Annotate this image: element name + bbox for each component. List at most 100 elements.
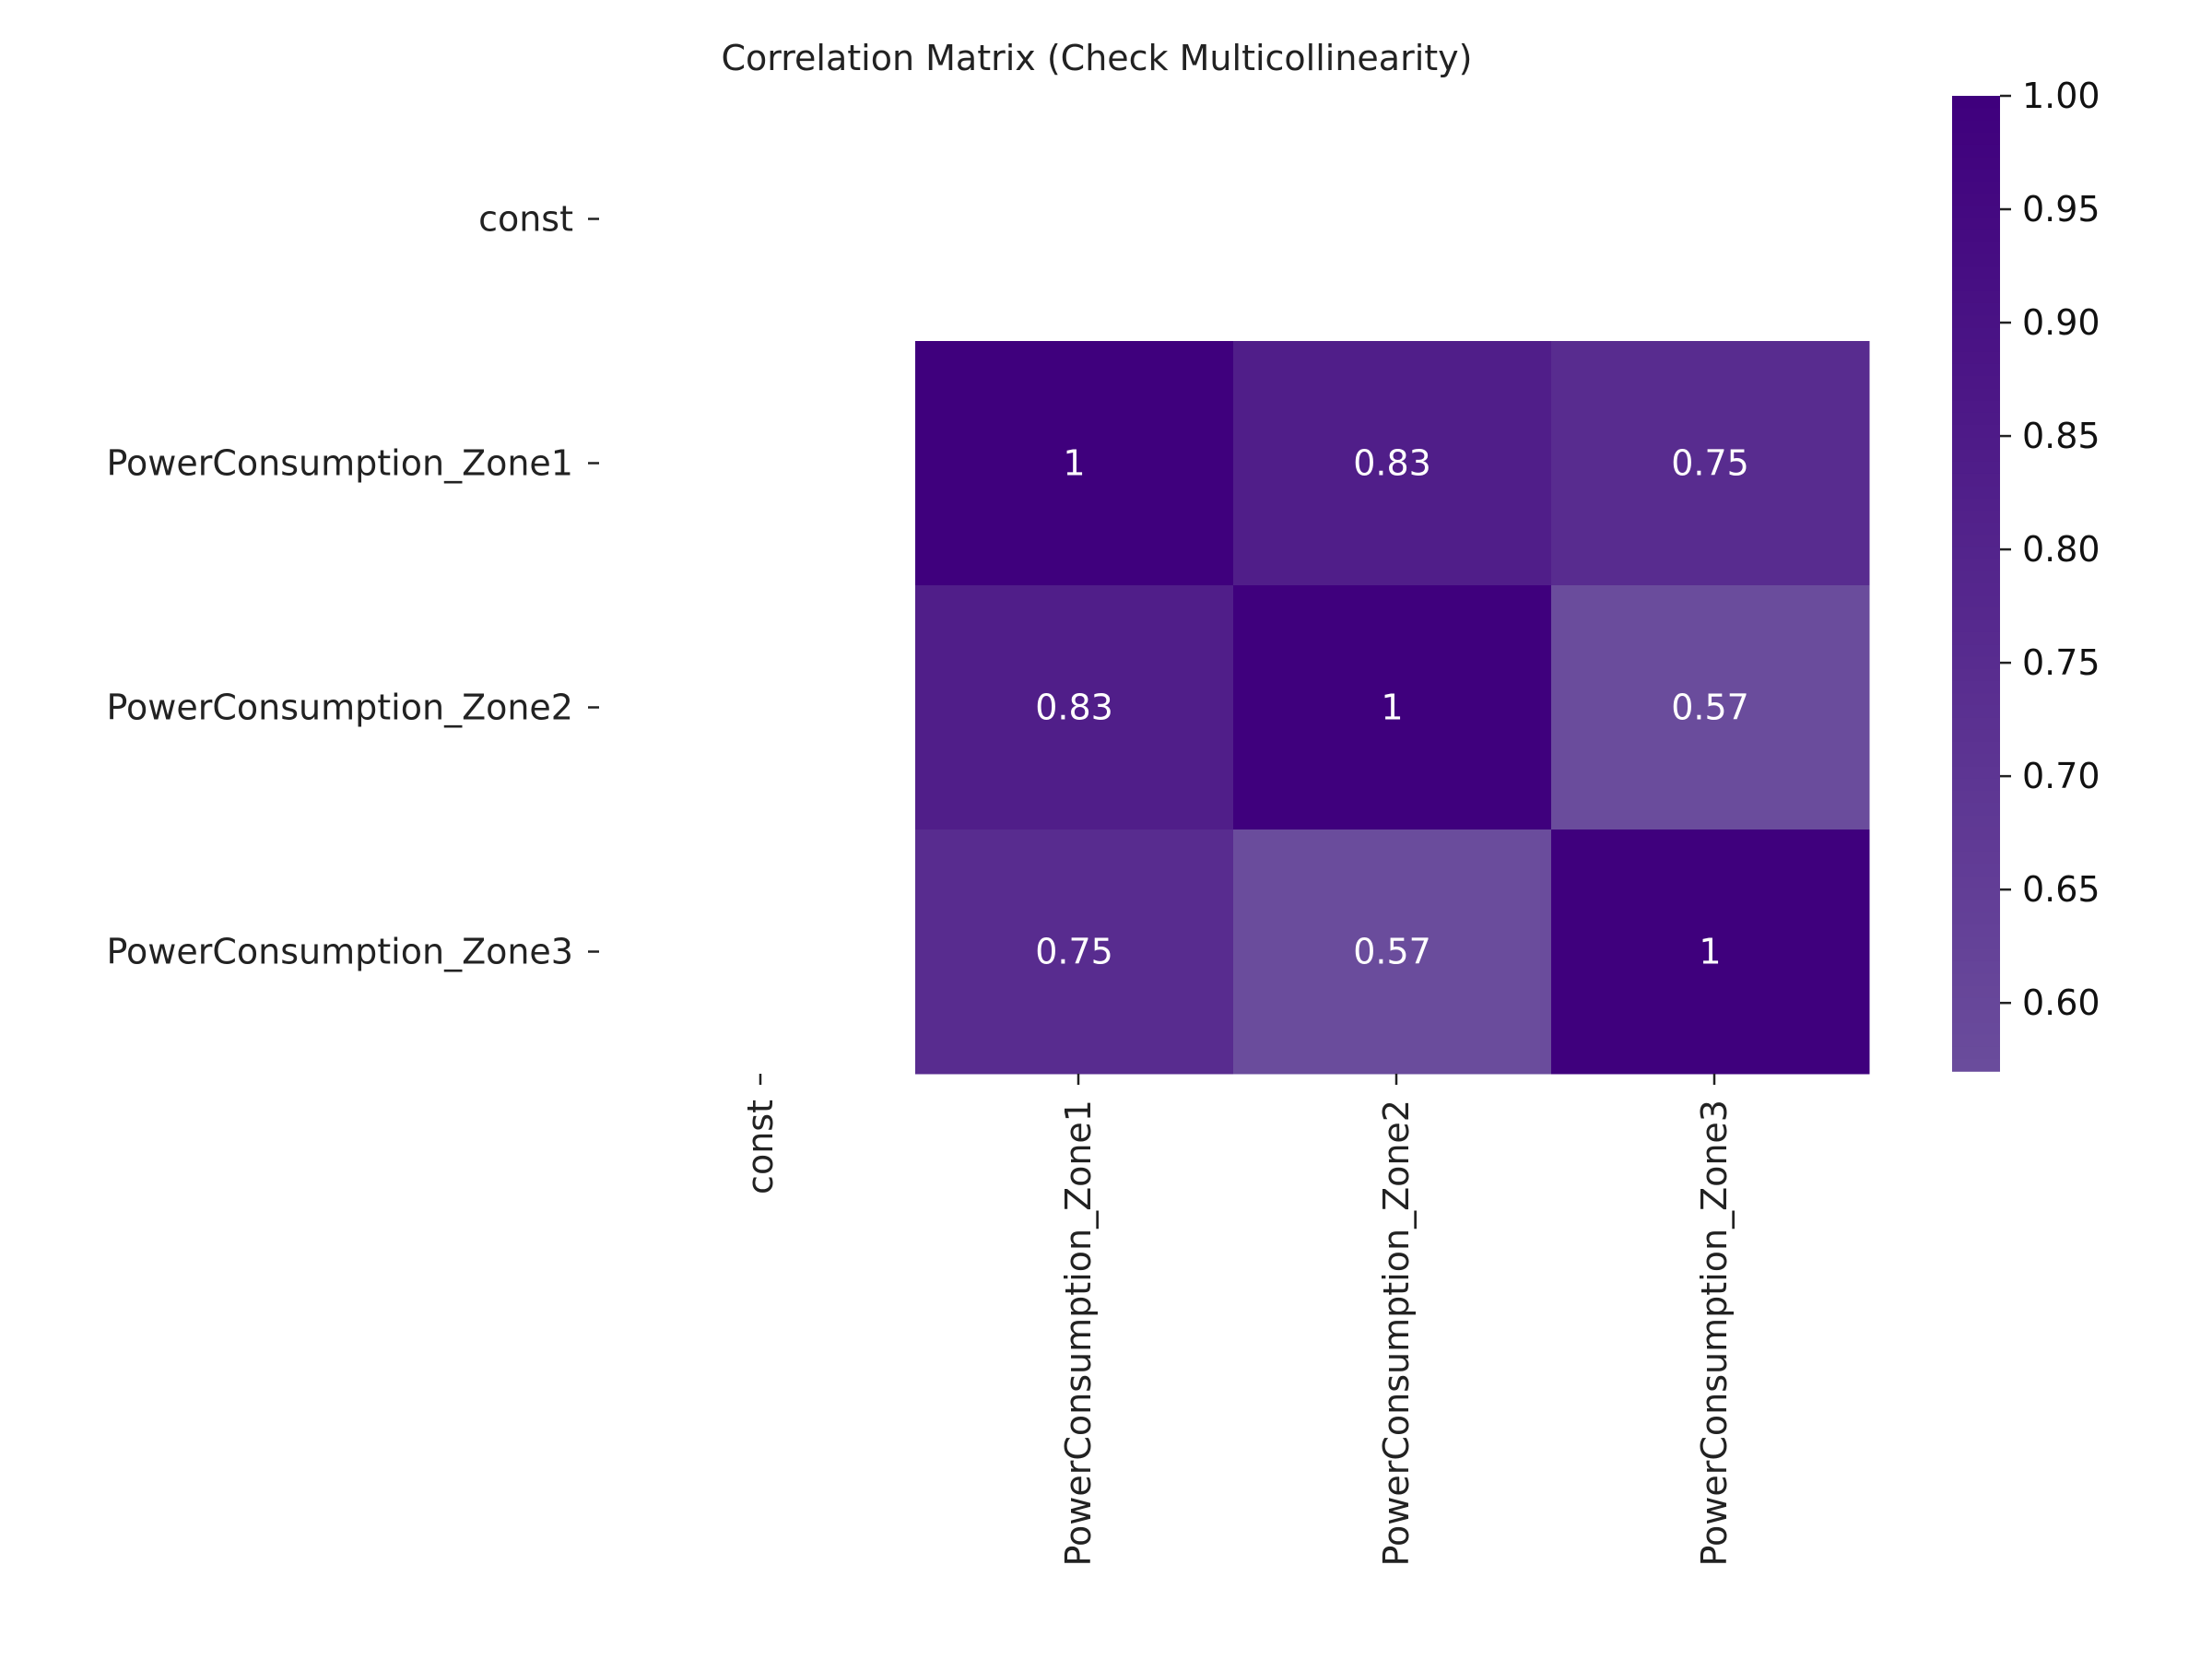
colorbar-segment xyxy=(1952,1034,2000,1048)
colorbar-segment xyxy=(1952,290,2000,304)
colorbar: 0.60 0.65 0.70 0.75 0.80 0.85 0.90 0.95 1.00 xyxy=(1952,76,2100,1072)
colorbar-segment xyxy=(1952,619,2000,633)
heatmap-cell xyxy=(915,341,1234,586)
colorbar-segment xyxy=(1952,717,2000,731)
colorbar-segment xyxy=(1952,1058,2000,1072)
colorbar-segment xyxy=(1952,851,2000,865)
colorbar-segment xyxy=(1952,754,2000,768)
cell-value-label: 0.57 xyxy=(1353,932,1431,972)
colorbar-segment xyxy=(1952,815,2000,829)
colorbar-segment xyxy=(1952,741,2000,755)
colorbar-segment xyxy=(1952,1009,2000,1023)
colorbar-segment xyxy=(1952,680,2000,694)
colorbar-tick-label: 0.95 xyxy=(2022,189,2100,229)
colorbar-segment xyxy=(1952,278,2000,292)
colorbar-tick-label: 1.00 xyxy=(2022,76,2100,116)
colorbar-tick-label: 0.65 xyxy=(2022,869,2100,910)
colorbar-segment xyxy=(1952,595,2000,609)
colorbar-segment xyxy=(1952,559,2000,572)
y-tick-label: const xyxy=(478,199,573,240)
colorbar-segment xyxy=(1952,827,2000,841)
colorbar-segment xyxy=(1952,315,2000,329)
cell-value-label: 0.75 xyxy=(1035,932,1113,972)
colorbar-segment xyxy=(1952,693,2000,707)
cell-value-label: 0.57 xyxy=(1671,688,1749,728)
x-tick-label: PowerConsumption_Zone1 xyxy=(1058,1100,1099,1567)
colorbar-segment xyxy=(1952,705,2000,719)
colorbar-segment xyxy=(1952,193,2000,206)
colorbar-segment xyxy=(1952,266,2000,280)
chart-title: Correlation Matrix (Check Multicollinear… xyxy=(722,38,1473,78)
colorbar-segment xyxy=(1952,449,2000,463)
colorbar-segment xyxy=(1952,498,2000,512)
heatmap-cell xyxy=(1551,585,1870,830)
colorbar-segment xyxy=(1952,400,2000,414)
cell-value-label: 1 xyxy=(1063,443,1085,484)
colorbar-segment xyxy=(1952,144,2000,158)
y-tick-label: PowerConsumption_Zone3 xyxy=(107,932,574,972)
colorbar-segment xyxy=(1952,656,2000,670)
colorbar-segment xyxy=(1952,839,2000,853)
colorbar-segment xyxy=(1952,571,2000,584)
colorbar-segment xyxy=(1952,803,2000,817)
colorbar-segment xyxy=(1952,218,2000,231)
colorbar-segment xyxy=(1952,1046,2000,1060)
colorbar-segment xyxy=(1952,912,2000,926)
colorbar-segment xyxy=(1952,253,2000,267)
colorbar-segment xyxy=(1952,888,2000,901)
colorbar-segment xyxy=(1952,1022,2000,1036)
colorbar-segment xyxy=(1952,997,2000,1011)
heatmap-cell xyxy=(1551,830,1870,1075)
colorbar-tick-label: 0.75 xyxy=(2022,642,2100,683)
colorbar-segment xyxy=(1952,169,2000,182)
colorbar-segment xyxy=(1952,948,2000,962)
x-tick-label: PowerConsumption_Zone2 xyxy=(1376,1100,1417,1567)
colorbar-tick-label: 0.80 xyxy=(2022,529,2100,570)
colorbar-segment xyxy=(1952,157,2000,171)
colorbar-segment xyxy=(1952,437,2000,451)
colorbar-segment xyxy=(1952,96,2000,110)
cell-value-label: 0.83 xyxy=(1353,443,1431,484)
heatmap-cells: 1 0.83 0.75 0.83 1 0.57 0.75 0.57 1 xyxy=(915,341,1870,1075)
colorbar-segment xyxy=(1952,132,2000,146)
heatmap-cell xyxy=(915,585,1234,830)
cell-value-label: 1 xyxy=(1699,932,1721,972)
colorbar-segment xyxy=(1952,936,2000,950)
y-tick-label: PowerConsumption_Zone2 xyxy=(107,688,574,728)
colorbar-tick-label: 0.85 xyxy=(2022,416,2100,456)
heatmap-cell xyxy=(1233,585,1552,830)
colorbar-segment xyxy=(1952,985,2000,999)
colorbar-segment xyxy=(1952,583,2000,597)
colorbar-segment xyxy=(1952,535,2000,548)
colorbar-segment xyxy=(1952,900,2000,913)
heatmap-cell xyxy=(1233,341,1552,586)
heatmap-cell xyxy=(1233,830,1552,1075)
colorbar-segment xyxy=(1952,108,2000,122)
colorbar-segment xyxy=(1952,668,2000,682)
colorbar-segment xyxy=(1952,206,2000,219)
x-tick-label: const xyxy=(740,1100,781,1194)
x-axis: const PowerConsumption_Zone1 PowerConsumpt… xyxy=(740,1074,1735,1567)
colorbar-tick-label: 0.70 xyxy=(2022,756,2100,796)
colorbar-segment xyxy=(1952,510,2000,524)
colorbar-segment xyxy=(1952,607,2000,621)
y-axis: const PowerConsumption_Zone1 PowerConsumpt… xyxy=(107,199,599,972)
colorbar-segment xyxy=(1952,302,2000,316)
colorbar-segment xyxy=(1952,241,2000,255)
colorbar-segment xyxy=(1952,412,2000,426)
colorbar-segment xyxy=(1952,181,2000,194)
colorbar-segment xyxy=(1952,631,2000,645)
colorbar-segment xyxy=(1952,547,2000,560)
colorbar-segment xyxy=(1952,864,2000,877)
colorbar-segment xyxy=(1952,376,2000,390)
colorbar-segment xyxy=(1952,790,2000,804)
colorbar-tick-label: 0.60 xyxy=(2022,982,2100,1023)
colorbar-segment xyxy=(1952,924,2000,938)
cell-value-label: 0.75 xyxy=(1671,443,1749,484)
colorbar-segment xyxy=(1952,876,2000,889)
colorbar-segment xyxy=(1952,229,2000,243)
colorbar-segment xyxy=(1952,339,2000,353)
colorbar-segment xyxy=(1952,327,2000,341)
colorbar-segment xyxy=(1952,960,2000,974)
